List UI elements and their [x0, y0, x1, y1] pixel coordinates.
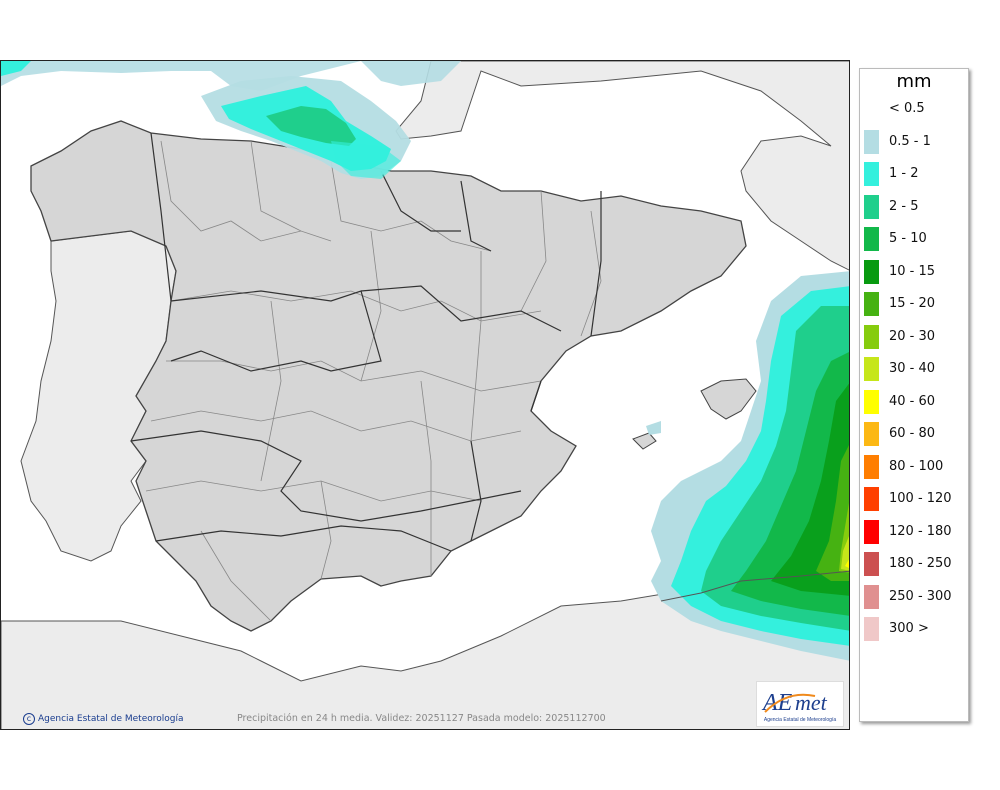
legend-label: 120 - 180 — [889, 523, 952, 539]
precipitation-map — [1, 61, 849, 729]
legend-label: 60 - 80 — [889, 426, 936, 441]
copyright-icon: c — [23, 713, 35, 725]
legend-swatch — [864, 97, 879, 121]
legend-label: 10 - 15 — [889, 263, 936, 279]
legend-label: 20 - 30 — [889, 328, 936, 344]
svg-text:Agencia Estatal de Meteorologí: Agencia Estatal de Meteorología — [764, 717, 836, 723]
legend-swatch — [864, 422, 879, 446]
province-borders — [145, 140, 602, 622]
svg-text:met: met — [795, 690, 828, 715]
legend-swatch — [864, 162, 879, 186]
aemet-logo-graphic: AE met Agencia Estatal de Meteorología — [761, 690, 836, 723]
precip-north — [1, 61, 461, 179]
legend-item: 60 - 80 — [860, 420, 968, 448]
legend-item: 100 - 120 — [860, 485, 968, 513]
france-land — [395, 61, 849, 271]
legend-item: 40 - 60 — [860, 388, 968, 416]
legend-item: 20 - 30 — [860, 323, 968, 351]
region-borders — [130, 132, 602, 552]
legend-item: 5 - 10 — [860, 225, 968, 253]
map-caption: Precipitación en 24 h media. Validez: 20… — [237, 713, 606, 724]
copyright-notice: c Agencia Estatal de Meteorología — [23, 713, 184, 725]
legend-item: 180 - 250 — [860, 550, 968, 578]
legend-label: 250 - 300 — [889, 588, 952, 604]
legend-swatch — [864, 259, 879, 284]
mallorca-island — [700, 378, 757, 420]
legend-item: 250 - 300 — [860, 583, 968, 611]
legend-label: 180 - 250 — [889, 556, 952, 571]
legend-unit: mm — [896, 71, 932, 92]
legend-item: 120 - 180 — [860, 518, 968, 546]
legend-swatch — [864, 519, 879, 544]
legend-item: 10 - 15 — [860, 258, 968, 286]
spain-land — [30, 120, 747, 632]
precipitation-legend: mm < 0.5 0.5 - 1 1 - 2 2 - 5 5 - 10 10 - 15 15… — [859, 68, 969, 722]
ibiza-island — [632, 432, 657, 450]
legend-label: 0.5 - 1 — [889, 133, 931, 149]
legend-item: 0.5 - 1 — [860, 128, 968, 156]
legend-label: 15 - 20 — [889, 296, 936, 311]
legend-swatch — [864, 227, 879, 251]
copyright-text: Agencia Estatal de Meteorología — [38, 714, 184, 724]
map-frame: c Agencia Estatal de Meteorología Precipi… — [0, 60, 850, 730]
legend-item: 1 - 2 — [860, 160, 968, 188]
aemet-logo: AE met Agencia Estatal de Meteorología — [756, 681, 844, 727]
legend-item: 80 - 100 — [860, 453, 968, 481]
africa-coast — [660, 570, 849, 602]
legend-label: 80 - 100 — [889, 458, 944, 474]
legend-item: 300 > — [860, 615, 968, 643]
legend-swatch — [864, 584, 879, 609]
legend-label: 40 - 60 — [889, 393, 936, 409]
legend-item: < 0.5 — [860, 95, 968, 123]
precip-east — [646, 271, 849, 661]
legend-label: < 0.5 — [889, 101, 925, 116]
legend-swatch — [864, 454, 879, 479]
legend-swatch — [864, 357, 879, 381]
legend-swatch — [864, 617, 879, 641]
legend-item: 2 - 5 — [860, 193, 968, 221]
legend-swatch — [864, 324, 879, 349]
legend-item: 30 - 40 — [860, 355, 968, 383]
legend-swatch — [864, 129, 879, 154]
legend-label: 100 - 120 — [889, 491, 952, 506]
legend-label: 2 - 5 — [889, 198, 919, 214]
legend-label: 30 - 40 — [889, 361, 936, 376]
legend-swatch — [864, 487, 879, 511]
legend-swatch — [864, 194, 879, 219]
legend-swatch — [864, 389, 879, 414]
legend-label: 300 > — [889, 621, 929, 636]
legend-label: 5 - 10 — [889, 231, 927, 246]
legend-swatch — [864, 552, 879, 576]
legend-label: 1 - 2 — [889, 166, 919, 181]
legend-swatch — [864, 292, 879, 316]
legend-item: 15 - 20 — [860, 290, 968, 318]
